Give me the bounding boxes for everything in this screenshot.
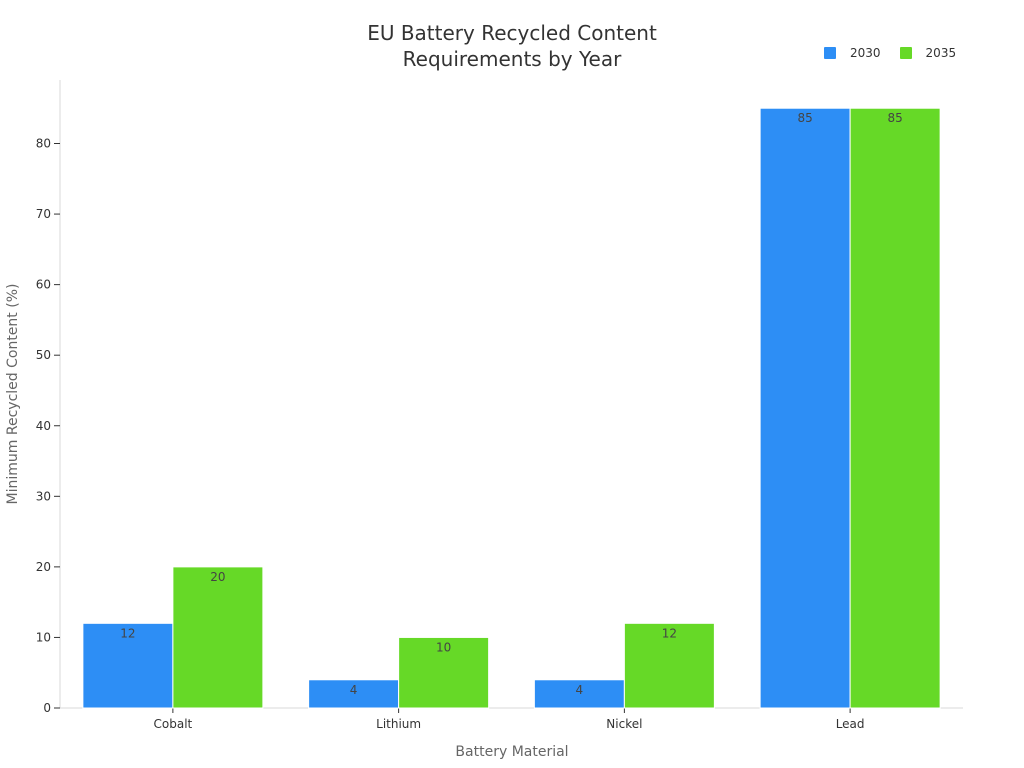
y-tick-label: 40 — [36, 419, 51, 433]
data-label: 10 — [436, 640, 451, 654]
bar-2035-lithium[interactable] — [398, 636, 490, 709]
chart-title-line-2: Requirements by Year — [402, 47, 622, 71]
bar-2035-nickel[interactable] — [623, 622, 715, 709]
data-label: 4 — [576, 683, 584, 697]
y-tick-label: 10 — [36, 630, 51, 644]
y-tick-label: 70 — [36, 207, 51, 221]
y-tick-label: 30 — [36, 489, 51, 503]
x-tick-label: Cobalt — [154, 717, 193, 731]
bar-2035-cobalt[interactable] — [172, 566, 264, 709]
data-label: 85 — [887, 111, 902, 125]
y-tick-label: 0 — [43, 701, 51, 715]
chart-title: EU Battery Recycled Content Requirements… — [262, 20, 762, 72]
legend-item-2035[interactable]: 2035 — [899, 46, 957, 60]
x-tick-label: Nickel — [606, 717, 642, 731]
legend-swatch-2035 — [899, 47, 912, 59]
legend-item-2030[interactable]: 2030 — [824, 46, 881, 60]
y-tick-label: 50 — [36, 348, 51, 362]
bars — [82, 107, 941, 709]
data-labels: 12 20 4 10 4 12 85 85 — [120, 111, 903, 697]
bar-2030-lead[interactable] — [759, 107, 851, 709]
x-tick-label: Lithium — [376, 717, 421, 731]
bar-2030-lithium[interactable] — [308, 679, 400, 709]
data-label: 85 — [797, 111, 812, 125]
bar-2035-lead[interactable] — [849, 107, 941, 709]
x-tick-label: Lead — [836, 717, 865, 731]
legend-swatch-2030 — [824, 47, 836, 59]
y-axis-title: Minimum Recycled Content (%) — [5, 284, 21, 505]
y-tick-label: 80 — [36, 137, 51, 151]
data-label: 12 — [662, 626, 677, 640]
data-label: 12 — [120, 626, 135, 640]
legend-label-2035: 2035 — [925, 46, 957, 60]
legend-label-2030: 2030 — [850, 46, 881, 60]
y-tick-label: 20 — [36, 560, 51, 574]
legend: 2030 2035 — [824, 46, 975, 60]
x-axis-title: Battery Material — [455, 744, 568, 760]
bar-2030-nickel[interactable] — [533, 679, 625, 709]
bar-2030-cobalt[interactable] — [82, 622, 174, 709]
data-label: 20 — [210, 570, 225, 584]
y-tick-label: 60 — [36, 278, 51, 292]
chart-title-line-1: EU Battery Recycled Content — [367, 21, 657, 45]
data-label: 4 — [350, 683, 358, 697]
